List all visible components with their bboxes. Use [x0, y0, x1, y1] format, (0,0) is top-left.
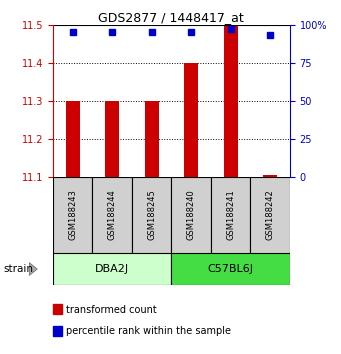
Bar	[53, 177, 92, 253]
Bar	[224, 26, 238, 177]
Bar	[53, 253, 171, 285]
Bar	[171, 253, 290, 285]
Bar	[263, 175, 277, 177]
Text: GSM188240: GSM188240	[187, 190, 196, 240]
Text: percentile rank within the sample: percentile rank within the sample	[66, 326, 232, 336]
Title: GDS2877 / 1448417_at: GDS2877 / 1448417_at	[99, 11, 244, 24]
Text: GSM188241: GSM188241	[226, 190, 235, 240]
Text: GSM188245: GSM188245	[147, 190, 156, 240]
Bar	[66, 101, 79, 177]
Text: transformed count: transformed count	[66, 305, 157, 315]
Bar	[171, 177, 211, 253]
Text: C57BL6J: C57BL6J	[208, 264, 254, 274]
Text: GSM188243: GSM188243	[68, 190, 77, 240]
Text: GSM188242: GSM188242	[266, 190, 275, 240]
Text: DBA2J: DBA2J	[95, 264, 129, 274]
Bar	[92, 177, 132, 253]
Bar	[184, 63, 198, 177]
Bar	[145, 101, 159, 177]
Text: GSM188244: GSM188244	[108, 190, 117, 240]
Bar	[250, 177, 290, 253]
Text: strain: strain	[3, 264, 33, 274]
Bar	[132, 177, 171, 253]
Bar	[211, 177, 250, 253]
Bar	[105, 101, 119, 177]
